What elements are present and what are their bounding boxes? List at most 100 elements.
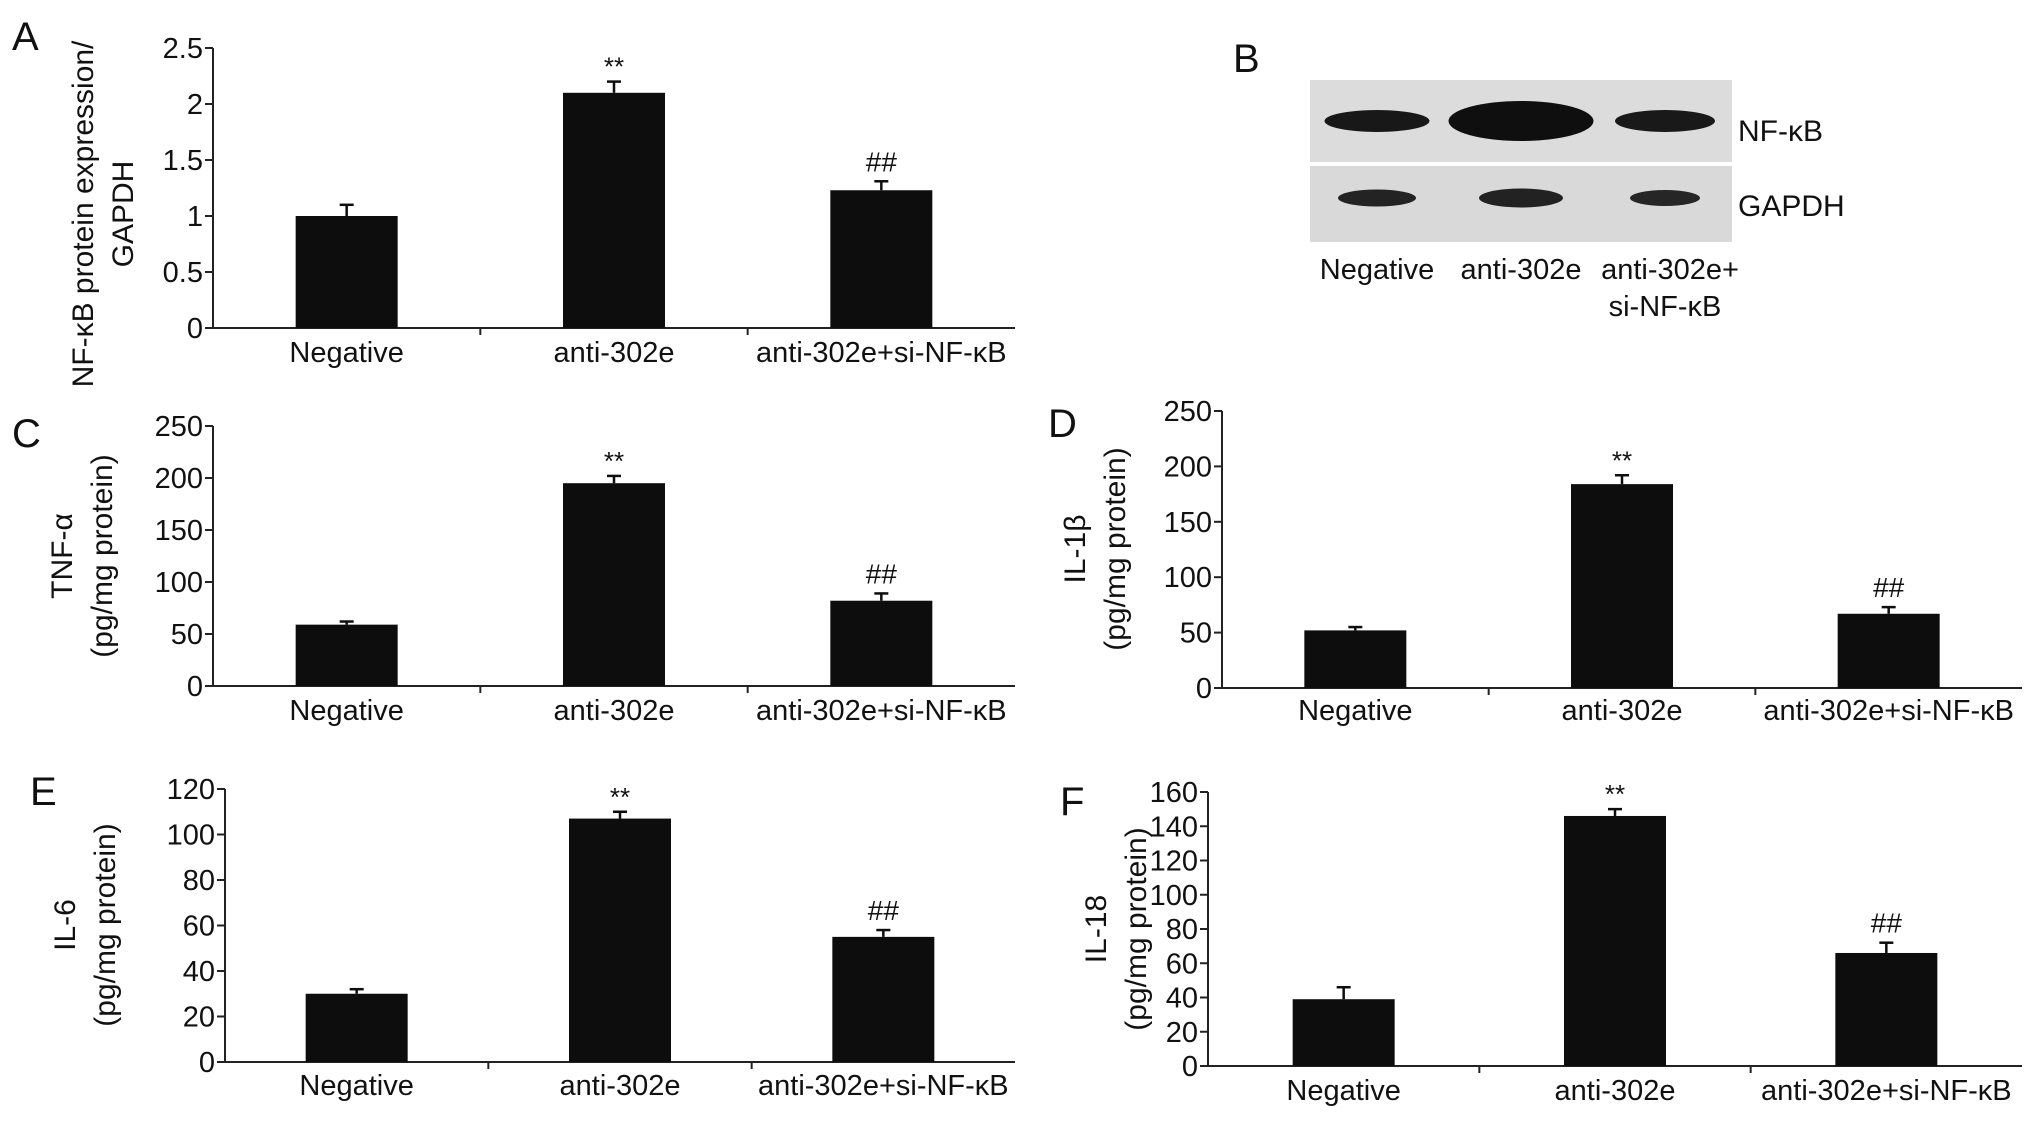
panel-label: E [30, 770, 57, 814]
chart-panel-a: A 0 0.5 1 1.5 2 2.5 NF-κB protein expression/GA… [12, 15, 1015, 387]
x-tick-label: Negative [1286, 1075, 1400, 1107]
significance-label: ** [1605, 779, 1625, 809]
blot-band [1479, 188, 1563, 208]
bar [1571, 484, 1673, 688]
bar [295, 624, 398, 686]
bar [1292, 999, 1395, 1066]
y-tick-label: 1 [187, 201, 203, 233]
x-tick-label: Negative [289, 337, 403, 369]
y-tick-label: 150 [1164, 507, 1212, 539]
lane-label-anti-302e-plus: anti-302e+ [1601, 254, 1739, 286]
chart-panel-d: D 0 50 100 150 200 250 IL-1β (pg/mg protein) Nega… [1048, 396, 2022, 727]
y-tick-label: 20 [183, 1002, 215, 1034]
significance-label: ## [868, 895, 900, 926]
chart-panel-e: E 0 20 40 60 80 100 120 IL-6 (pg/mg protein) Negat… [30, 770, 1015, 1102]
y-tick-label: 120 [1150, 846, 1198, 878]
blot-band [1324, 110, 1430, 132]
x-tick-label: Negative [299, 1070, 413, 1102]
y-tick-label: 1.5 [163, 145, 203, 177]
y-tick-label: 80 [1166, 914, 1198, 946]
x-tick-label: anti-302e+si-NF-κB [758, 1070, 1009, 1102]
y-tick-label: 160 [1150, 777, 1198, 809]
x-tick-label: anti-302e+si-NF-κB [756, 695, 1007, 727]
lane-label-si-nfkb: si-NF-κB [1609, 291, 1722, 323]
band-label-gapdh: GAPDH [1738, 190, 1845, 223]
significance-label: ** [1612, 445, 1632, 475]
bar [830, 190, 933, 328]
y-axis-label: (pg/mg protein) [89, 823, 122, 1026]
y-axis-label: GAPDH [107, 161, 140, 268]
y-tick-label: 0 [187, 313, 203, 345]
y-axis-label: IL-6 [49, 899, 82, 951]
y-tick-label: 250 [1164, 396, 1212, 428]
x-tick-label: anti-302e+si-NF-κB [1763, 695, 2014, 727]
blot-band [1630, 190, 1700, 206]
panel-label: C [12, 412, 41, 456]
bar [1304, 630, 1407, 688]
panel-label-b: B [1233, 37, 1260, 81]
y-tick-label: 250 [155, 411, 203, 443]
x-tick-label: Negative [1298, 695, 1412, 727]
blot-panel-b: B NF-κB GAPDH Negative anti-302e anti-30… [1233, 37, 1845, 323]
bar [830, 600, 933, 686]
bar [563, 483, 665, 686]
y-axis-label: (pg/mg protein) [1120, 827, 1153, 1030]
band-label-nfkb: NF-κB [1738, 115, 1823, 148]
y-tick-label: 120 [167, 774, 215, 806]
x-tick-label: anti-302e+si-NF-κB [756, 337, 1007, 369]
y-tick-label: 2 [187, 89, 203, 121]
y-tick-label: 200 [155, 463, 203, 495]
bar [832, 936, 935, 1062]
y-axis-label: TNF-α [46, 513, 79, 599]
chart-panel-c: C 0 50 100 150 200 250 TNF-α (pg/mg protein) Nega… [12, 411, 1015, 727]
bar [305, 993, 408, 1062]
y-tick-label: 0 [1196, 673, 1212, 705]
y-tick-label: 50 [1180, 618, 1212, 650]
bar [1837, 613, 1940, 688]
y-tick-label: 60 [1166, 948, 1198, 980]
blot-band [1448, 101, 1594, 141]
blot-band [1338, 189, 1416, 207]
y-tick-label: 0 [187, 671, 203, 703]
significance-label: ## [1871, 908, 1903, 939]
panel-label: F [1060, 780, 1084, 824]
panel-label: D [1048, 402, 1077, 446]
y-tick-label: 100 [167, 820, 215, 852]
lane-label-negative: Negative [1320, 254, 1434, 286]
y-axis-label: IL-1β [1059, 515, 1092, 584]
y-tick-label: 100 [155, 567, 203, 599]
blot-band [1615, 110, 1715, 132]
y-tick-label: 20 [1166, 1017, 1198, 1049]
y-tick-label: 80 [183, 865, 215, 897]
significance-label: ## [866, 558, 898, 589]
y-axis-label: NF-κB protein expression/ [67, 40, 100, 387]
y-tick-label: 2.5 [163, 33, 203, 65]
y-tick-label: 0 [1182, 1051, 1198, 1083]
y-axis-label: (pg/mg protein) [86, 454, 119, 657]
x-tick-label: anti-302e [560, 1070, 681, 1102]
y-tick-label: 200 [1164, 451, 1212, 483]
lane-label-anti-302e: anti-302e [1461, 254, 1582, 286]
significance-label: ** [604, 446, 624, 476]
y-tick-label: 50 [171, 619, 203, 651]
x-tick-label: anti-302e [1562, 695, 1683, 727]
y-axis-label: (pg/mg protein) [1099, 447, 1132, 650]
x-tick-label: anti-302e+si-NF-κB [1761, 1075, 2012, 1107]
significance-label: ** [610, 782, 630, 812]
x-tick-label: Negative [289, 695, 403, 727]
x-tick-label: anti-302e [554, 337, 675, 369]
x-tick-label: anti-302e [554, 695, 675, 727]
bar [295, 216, 398, 328]
significance-label: ** [604, 52, 624, 82]
y-tick-label: 100 [1164, 562, 1212, 594]
y-tick-label: 140 [1150, 811, 1198, 843]
panel-label: A [12, 15, 39, 59]
y-axis-label: IL-18 [1080, 895, 1113, 963]
significance-label: ## [866, 146, 898, 177]
bar [1835, 952, 1938, 1066]
x-tick-label: anti-302e [1555, 1075, 1676, 1107]
charts-layer: A 0 0.5 1 1.5 2 2.5 NF-κB protein expression/GA… [12, 15, 2022, 1107]
y-tick-label: 0 [199, 1047, 215, 1079]
